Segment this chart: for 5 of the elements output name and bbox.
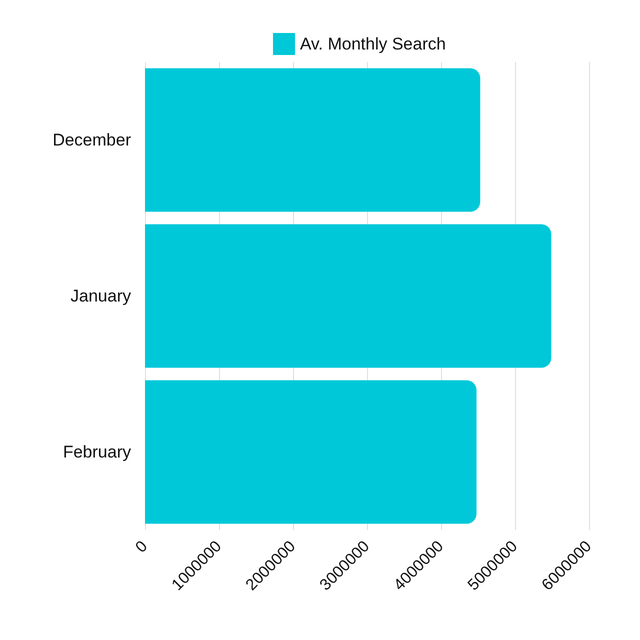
y-tick-label: January	[70, 286, 132, 306]
x-tick-label: 0	[132, 538, 152, 556]
y-tick-label: February	[62, 442, 132, 462]
y-tick-label: December	[52, 130, 132, 150]
legend-label: Av. Monthly Search	[300, 34, 446, 54]
